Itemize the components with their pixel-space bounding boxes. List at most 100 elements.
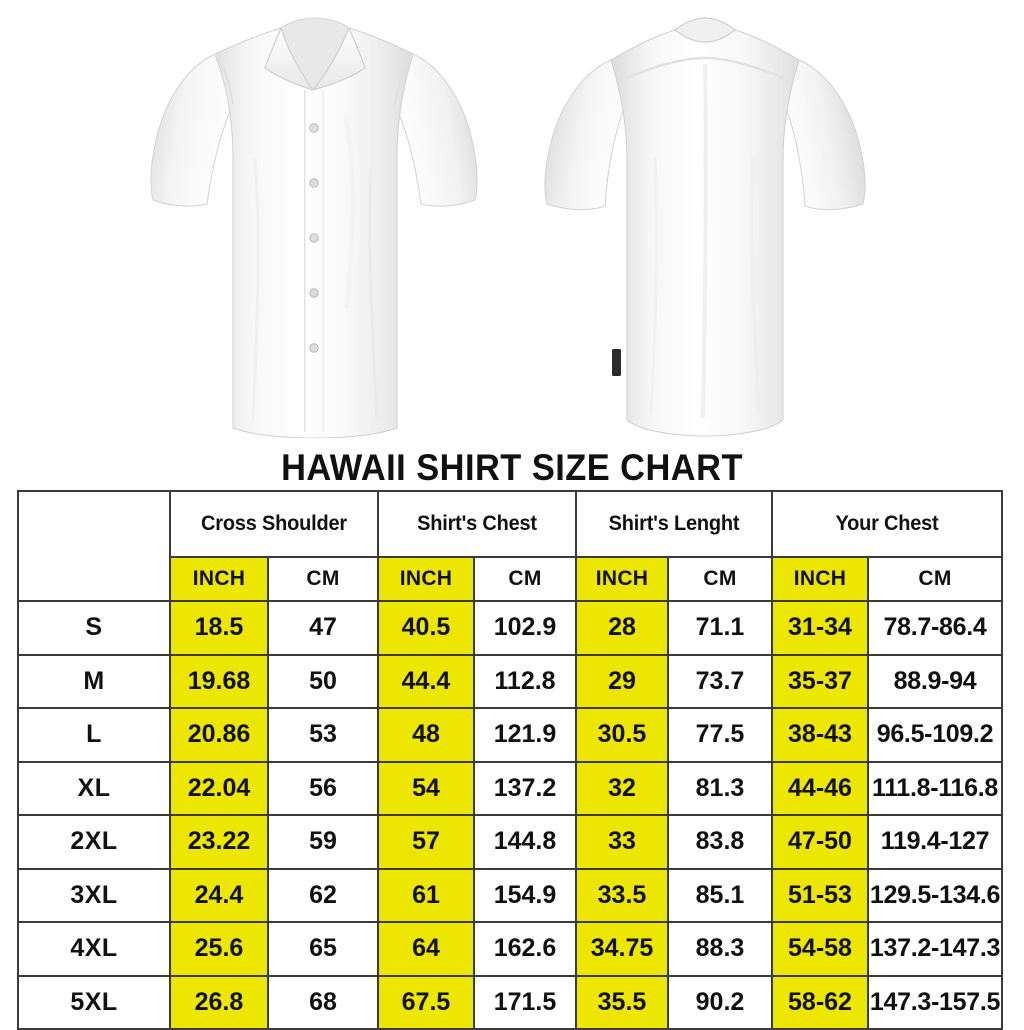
cell-your-chest-inch: 54-58 — [771, 921, 869, 977]
cell-your-chest-cm: 96.5-109.2 — [867, 707, 1003, 763]
cell-shirts-length-inch: 28 — [575, 600, 669, 656]
cell-your-chest-cm: 88.9-94 — [867, 653, 1003, 709]
cell-shirts-length-inch: 32 — [575, 760, 669, 816]
cell-cross-shoulder-inch: 19.68 — [169, 653, 269, 709]
row-size-label: M — [17, 653, 171, 709]
cell-your-chest-inch: 38-43 — [771, 707, 869, 763]
unit-header-cross-shoulder-inch: INCH — [169, 556, 269, 602]
cell-cross-shoulder-cm: 65 — [267, 921, 379, 977]
table-corner-cell — [20, 490, 168, 602]
unit-header-your-chest-inch: INCH — [771, 556, 869, 602]
cell-cross-shoulder-inch: 20.86 — [169, 707, 269, 763]
cell-cross-shoulder-inch: 22.04 — [169, 760, 269, 816]
page-title: HAWAII SHIRT SIZE CHART — [281, 447, 743, 488]
cell-cross-shoulder-inch: 23.22 — [169, 814, 269, 870]
table-group-header-row: Cross Shoulder Shirt's Chest Shirt's Len… — [18, 490, 1002, 602]
size-chart-table-container: Cross Shoulder Shirt's Chest Shirt's Len… — [17, 490, 1003, 1030]
cell-shirts-chest-inch: 64 — [377, 921, 475, 977]
cell-your-chest-inch: 51-53 — [771, 867, 869, 923]
cell-shirts-length-cm: 85.1 — [667, 867, 773, 923]
table-unit-header-row: INCH CM INCH CM INCH CM INCH CM — [18, 556, 1003, 602]
cell-your-chest-cm: 78.7-86.4 — [867, 600, 1003, 656]
unit-header-shirts-chest-inch: INCH — [377, 556, 475, 602]
cell-shirts-chest-inch: 67.5 — [377, 974, 475, 1030]
table-row: 3XL 24.4 62 61 154.9 33.5 85.1 51-53 129… — [17, 867, 1003, 923]
cell-cross-shoulder-cm: 50 — [267, 653, 379, 709]
unit-header-cross-shoulder-cm: CM — [267, 556, 379, 602]
row-size-label: 3XL — [17, 867, 171, 923]
cell-shirts-chest-cm: 121.9 — [473, 707, 577, 763]
shirt-back-illustration — [544, 17, 866, 437]
cell-shirts-chest-cm: 154.9 — [473, 867, 577, 923]
cell-shirts-chest-inch: 61 — [377, 867, 475, 923]
cell-cross-shoulder-inch: 26.8 — [169, 974, 269, 1030]
cell-shirts-chest-inch: 44.4 — [377, 653, 475, 709]
hem-label-tag — [612, 349, 621, 376]
cell-shirts-chest-cm: 137.2 — [473, 760, 577, 816]
table-row: S 18.5 47 40.5 102.9 28 71.1 31-34 78.7-… — [17, 600, 1003, 656]
cell-shirts-length-inch: 29 — [575, 653, 669, 709]
row-size-label: 2XL — [17, 814, 171, 870]
cell-shirts-length-inch: 35.5 — [575, 974, 669, 1030]
product-photo-strip — [0, 0, 1024, 446]
table-row: XL 22.04 56 54 137.2 32 81.3 44-46 111.8… — [17, 760, 1003, 816]
row-size-label: 5XL — [17, 974, 171, 1030]
table-row: M 19.68 50 44.4 112.8 29 73.7 35-37 88.9… — [17, 653, 1003, 709]
table-row: 2XL 23.22 59 57 144.8 33 83.8 47-50 119.… — [17, 814, 1003, 870]
cell-shirts-chest-cm: 162.6 — [473, 921, 577, 977]
cell-shirts-chest-inch: 54 — [377, 760, 475, 816]
cell-shirts-chest-cm: 112.8 — [473, 653, 577, 709]
group-header-your-chest: Your Chest — [776, 490, 998, 558]
cell-your-chest-inch: 58-62 — [771, 974, 869, 1030]
cell-shirts-length-cm: 81.3 — [667, 760, 773, 816]
unit-header-shirts-chest-cm: CM — [473, 556, 577, 602]
cell-shirts-length-cm: 88.3 — [667, 921, 773, 977]
cell-cross-shoulder-cm: 59 — [267, 814, 379, 870]
shirt-front-view — [145, 8, 485, 438]
size-chart-table: Cross Shoulder Shirt's Chest Shirt's Len… — [17, 490, 1003, 1030]
cell-shirts-length-cm: 83.8 — [667, 814, 773, 870]
cell-your-chest-cm: 129.5-134.6 — [867, 867, 1003, 923]
cell-cross-shoulder-inch: 25.6 — [169, 921, 269, 977]
cell-your-chest-inch: 47-50 — [771, 814, 869, 870]
cell-your-chest-cm: 111.8-116.8 — [867, 760, 1003, 816]
cell-cross-shoulder-cm: 47 — [267, 600, 379, 656]
cell-shirts-chest-inch: 57 — [377, 814, 475, 870]
shirt-front-illustration — [150, 17, 478, 438]
table-row: 5XL 26.8 68 67.5 171.5 35.5 90.2 58-62 1… — [17, 974, 1003, 1030]
cell-cross-shoulder-cm: 62 — [267, 867, 379, 923]
row-size-label: S — [17, 600, 171, 656]
cell-shirts-length-inch: 30.5 — [575, 707, 669, 763]
cell-shirts-chest-cm: 144.8 — [473, 814, 577, 870]
cell-shirts-length-inch: 33 — [575, 814, 669, 870]
group-header-shirts-chest: Shirt's Chest — [382, 490, 572, 558]
cell-shirts-chest-inch: 40.5 — [377, 600, 475, 656]
cell-cross-shoulder-inch: 18.5 — [169, 600, 269, 656]
cell-your-chest-cm: 119.4-127 — [867, 814, 1003, 870]
cell-your-chest-inch: 31-34 — [771, 600, 869, 656]
cell-cross-shoulder-cm: 56 — [267, 760, 379, 816]
table-row: 4XL 25.6 65 64 162.6 34.75 88.3 54-58 13… — [17, 921, 1003, 977]
cell-shirts-length-cm: 73.7 — [667, 653, 773, 709]
cell-your-chest-cm: 147.3-157.5 — [867, 974, 1003, 1030]
cell-your-chest-inch: 44-46 — [771, 760, 869, 816]
shirt-back-view — [535, 8, 875, 438]
row-size-label: 4XL — [17, 921, 171, 977]
row-size-label: L — [17, 707, 171, 763]
cell-shirts-chest-cm: 171.5 — [473, 974, 577, 1030]
cell-your-chest-inch: 35-37 — [771, 653, 869, 709]
cell-your-chest-cm: 137.2-147.3 — [867, 921, 1003, 977]
row-size-label: XL — [17, 760, 171, 816]
cell-shirts-length-cm: 71.1 — [667, 600, 773, 656]
group-header-cross-shoulder: Cross Shoulder — [174, 490, 374, 558]
unit-header-your-chest-cm: CM — [867, 556, 1003, 602]
cell-shirts-chest-inch: 48 — [377, 707, 475, 763]
cell-shirts-chest-cm: 102.9 — [473, 600, 577, 656]
cell-cross-shoulder-inch: 24.4 — [169, 867, 269, 923]
cell-shirts-length-inch: 34.75 — [575, 921, 669, 977]
size-chart-body: S 18.5 47 40.5 102.9 28 71.1 31-34 78.7-… — [17, 600, 1003, 1030]
table-row: L 20.86 53 48 121.9 30.5 77.5 38-43 96.5… — [17, 707, 1003, 763]
unit-header-shirts-length-cm: CM — [667, 556, 773, 602]
cell-shirts-length-inch: 33.5 — [575, 867, 669, 923]
unit-header-shirts-length-inch: INCH — [575, 556, 669, 602]
